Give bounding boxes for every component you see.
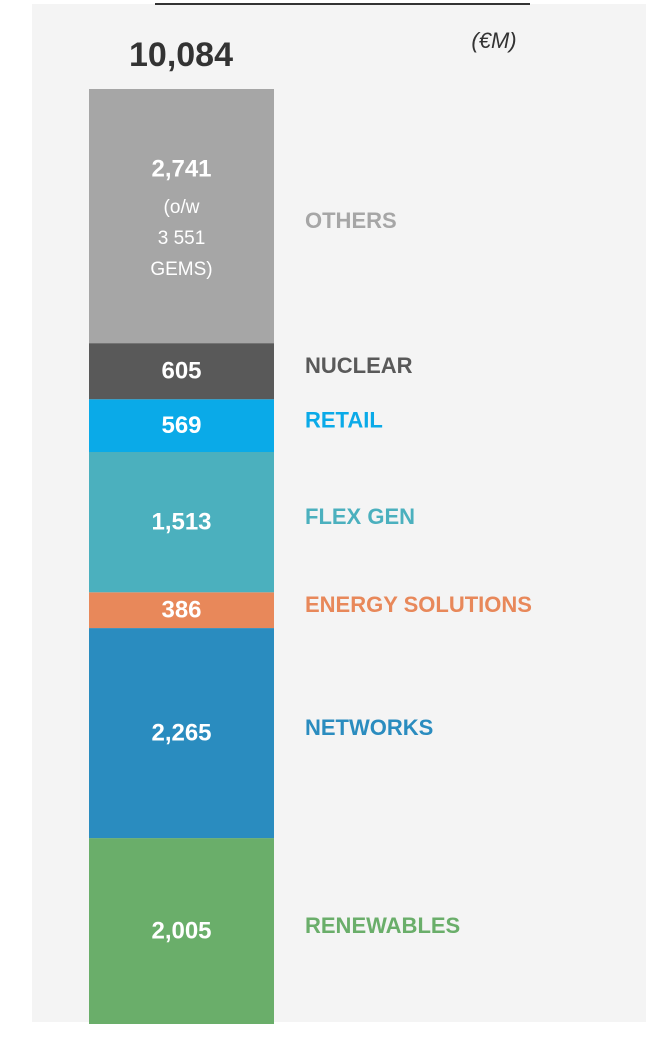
bar-segment <box>89 89 274 344</box>
value-label: 2,265 <box>151 719 211 746</box>
value-label: 2,741 <box>151 155 211 182</box>
note-line: GEMS) <box>150 259 212 280</box>
segment-name: OTHERS <box>305 208 397 233</box>
value-label: 605 <box>161 358 201 385</box>
unit-label: (€M) <box>471 28 516 53</box>
value-label: 2,005 <box>151 917 211 944</box>
segment-name: ENERGY SOLUTIONS <box>305 592 532 617</box>
value-label: 569 <box>161 412 201 439</box>
note-line: 3 551 <box>158 228 206 249</box>
bar-segment <box>89 452 274 593</box>
segment-name: NUCLEAR <box>305 353 413 378</box>
segment-name: FLEX GEN <box>305 504 415 529</box>
value-label: 1,513 <box>151 508 211 535</box>
bar-segment <box>89 592 274 629</box>
bar-segment <box>89 343 274 400</box>
bar-segment <box>89 399 274 453</box>
segment-name: RETAIL <box>305 407 383 432</box>
total-label: 10,084 <box>129 36 233 74</box>
value-label: 386 <box>161 597 201 624</box>
segment-name: NETWORKS <box>305 715 433 740</box>
bar-segment <box>89 838 274 1024</box>
bar-segment <box>89 628 274 839</box>
segment-name: RENEWABLES <box>305 913 460 938</box>
note-line: (o/w <box>164 197 200 218</box>
